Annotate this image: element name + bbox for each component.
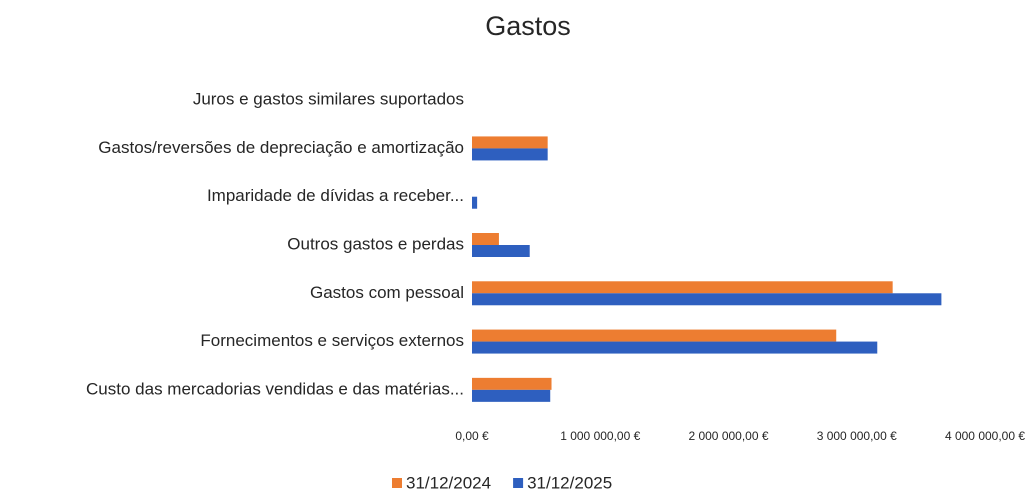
bar [472, 136, 548, 149]
y-tick-label: Imparidade de dívidas a receber... [207, 186, 464, 205]
bar [472, 377, 552, 390]
x-tick-label: 0,00 € [455, 429, 489, 443]
bar [472, 293, 942, 306]
bar [472, 329, 837, 342]
y-tick-label: Fornecimentos e serviços externos [200, 331, 464, 350]
bar [472, 281, 893, 294]
y-tick-label: Custo das mercadorias vendidas e das mat… [86, 379, 464, 398]
bar [472, 148, 548, 161]
legend-swatch [392, 478, 402, 488]
legend-label: 31/12/2024 [406, 473, 491, 492]
chart-title: Gastos [485, 11, 571, 41]
y-tick-label: Juros e gastos similares suportados [193, 90, 464, 109]
legend-label: 31/12/2025 [527, 473, 612, 492]
y-tick-label: Gastos com pessoal [310, 283, 464, 302]
x-tick-label: 4 000 000,00 € [945, 429, 1025, 443]
x-tick-label: 2 000 000,00 € [688, 429, 768, 443]
y-tick-label: Gastos/reversões de depreciação e amorti… [98, 138, 464, 157]
bar [472, 341, 878, 354]
bar [472, 196, 478, 209]
bar [472, 245, 530, 257]
x-tick-label: 1 000 000,00 € [560, 429, 640, 443]
bar [472, 233, 499, 245]
legend-swatch [513, 478, 524, 488]
y-tick-label: Outros gastos e perdas [287, 234, 464, 253]
x-tick-label: 3 000 000,00 € [817, 429, 897, 443]
bar [472, 389, 551, 402]
